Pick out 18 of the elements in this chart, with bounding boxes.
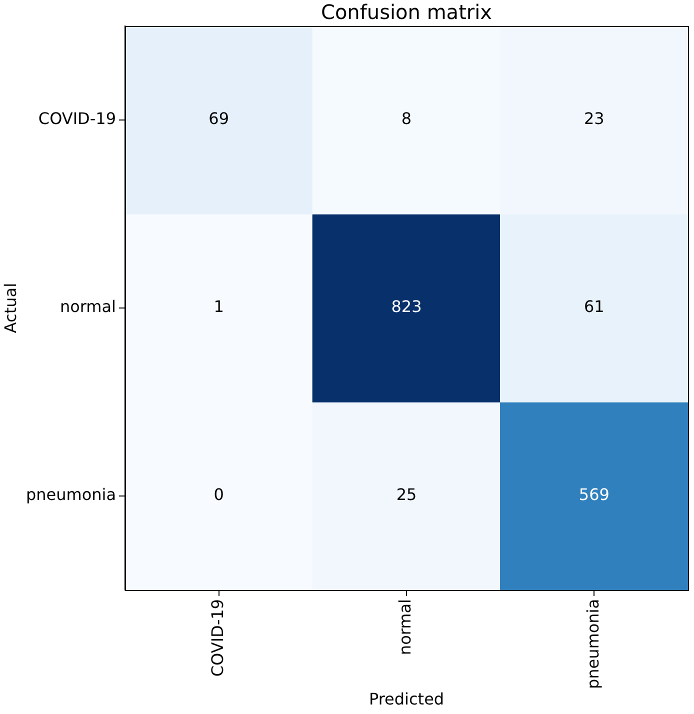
data-label: 25 [396, 485, 417, 504]
data-label: 1 [214, 297, 224, 316]
chart-title: Confusion matrix [320, 0, 492, 24]
data-label: 69 [208, 109, 230, 128]
x-tick-label: normal [396, 599, 415, 656]
x-tick-label: COVID-19 [208, 599, 227, 677]
data-label: 61 [584, 297, 604, 316]
x-tick-label: pneumonia [583, 599, 602, 690]
y-axis-title: Actual [0, 282, 20, 334]
y-tick-label: normal [60, 297, 116, 316]
y-tick-label: COVID-19 [38, 109, 116, 128]
data-label: 569 [578, 485, 610, 504]
data-label: 0 [214, 485, 224, 504]
y-tick-label: pneumonia [26, 485, 116, 504]
x-axis-title: Predicted [368, 690, 444, 709]
data-label: 23 [584, 109, 604, 128]
data-label: 8 [401, 109, 412, 128]
data-label: 823 [391, 297, 422, 316]
